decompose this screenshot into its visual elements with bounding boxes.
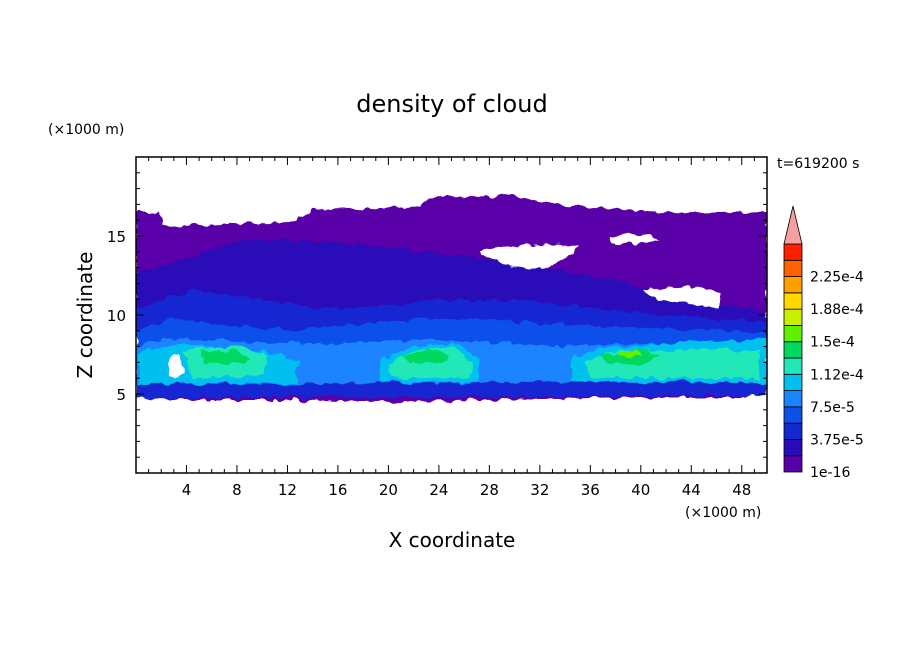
colorbar-label: 1.12e-4 — [810, 367, 864, 383]
x-tick-label: 8 — [232, 481, 242, 499]
y-axis-label: Z coordinate — [73, 252, 97, 379]
x-axis-ticks: 4 8 12 16 20 24 28 32 36 40 44 48 — [148, 157, 755, 499]
colorbar: 1e-16 3.75e-5 7.5e-5 1.12e-4 1.5e-4 1.88e-4 2.… — [783, 205, 864, 481]
colorbar-label: 1.5e-4 — [810, 335, 855, 351]
colorbar-swatch — [783, 276, 803, 294]
x-unit-label: (×1000 m) — [685, 505, 761, 521]
x-tick-label: 16 — [328, 481, 347, 499]
time-label: t=619200 s — [777, 156, 859, 172]
colorbar-swatch — [783, 455, 803, 473]
x-tick-label: 32 — [530, 481, 549, 499]
colorbar-swatch — [783, 292, 803, 310]
colorbar-label: 2.25e-4 — [810, 270, 864, 286]
colorbar-label: 3.75e-5 — [810, 432, 864, 448]
colorbar-label: 1.88e-4 — [810, 302, 864, 318]
chart-title: density of cloud — [356, 90, 547, 118]
colorbar-swatch — [783, 373, 803, 391]
x-tick-label: 48 — [732, 481, 751, 499]
colorbar-swatch — [783, 390, 803, 408]
colorbar-swatch — [783, 406, 803, 424]
x-tick-label: 36 — [581, 481, 600, 499]
x-tick-label: 4 — [182, 481, 192, 499]
y-tick-label: 15 — [107, 228, 126, 246]
colorbar-swatch — [783, 422, 803, 440]
y-axis-ticks: 5 10 15 — [107, 172, 767, 458]
x-tick-label: 44 — [682, 481, 701, 499]
colorbar-swatch — [783, 325, 803, 343]
x-tick-label: 24 — [429, 481, 448, 499]
colorbar-label: 7.5e-5 — [810, 400, 855, 416]
colorbar-swatch — [783, 243, 803, 261]
colorbar-swatch — [783, 259, 803, 277]
colorbar-swatch — [783, 439, 803, 457]
y-unit-label: (×1000 m) — [48, 122, 124, 138]
colorbar-overflow-arrow — [783, 205, 803, 245]
y-tick-label: 5 — [116, 386, 126, 404]
x-axis-label: X coordinate — [389, 528, 516, 552]
colorbar-swatch — [783, 357, 803, 375]
colorbar-swatch — [783, 308, 803, 326]
colorbar-swatch — [783, 341, 803, 359]
x-tick-label: 20 — [379, 481, 398, 499]
x-tick-label: 28 — [480, 481, 499, 499]
colorbar-label: 1e-16 — [810, 465, 850, 481]
y-tick-label: 10 — [107, 307, 126, 325]
x-tick-label: 40 — [631, 481, 650, 499]
x-tick-label: 12 — [278, 481, 297, 499]
contour-field — [136, 196, 767, 402]
